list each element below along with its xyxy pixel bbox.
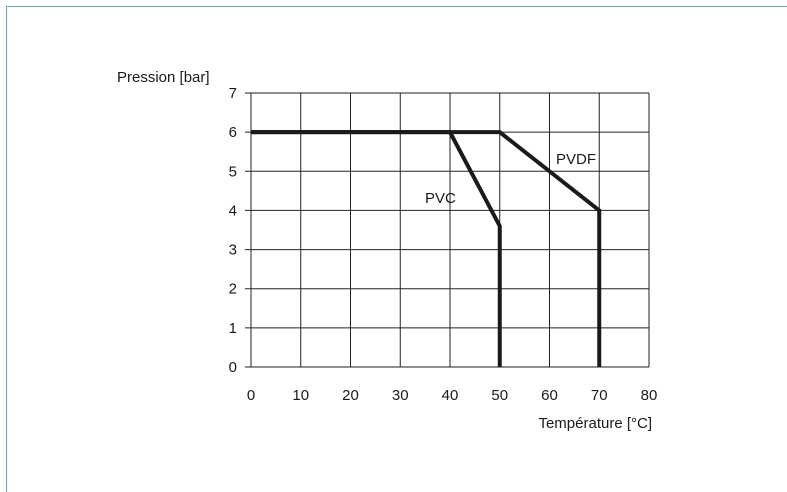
y-tick-label-0: 0 xyxy=(229,359,237,376)
y-tick-labels: 0 1 2 3 4 5 6 7 xyxy=(229,85,237,376)
x-axis-title: Température [°C] xyxy=(538,415,652,432)
y-tick-label-6: 6 xyxy=(229,124,237,141)
x-tick-labels: 0 10 20 30 40 50 60 70 80 xyxy=(247,387,658,404)
x-tick-label-30: 30 xyxy=(392,387,409,404)
x-tick-label-60: 60 xyxy=(541,387,558,404)
series-lines xyxy=(251,130,602,367)
series-label-pvdf: PVDF xyxy=(556,151,596,168)
y-tick-label-1: 1 xyxy=(229,320,237,337)
x-tick-label-80: 80 xyxy=(641,387,658,404)
x-tick-label-10: 10 xyxy=(292,387,309,404)
x-tick-label-70: 70 xyxy=(591,387,608,404)
x-tick-label-50: 50 xyxy=(491,387,508,404)
series-label-pvc: PVC xyxy=(425,190,456,207)
y-axis-title: Pression [bar] xyxy=(117,69,210,86)
y-tick-label-2: 2 xyxy=(229,281,237,298)
y-tick-label-3: 3 xyxy=(229,242,237,259)
x-tick-label-20: 20 xyxy=(342,387,359,404)
y-tick-label-7: 7 xyxy=(229,85,237,102)
grid-lines xyxy=(245,92,650,368)
x-tick-label-40: 40 xyxy=(442,387,459,404)
series-line-pvdf xyxy=(251,130,602,367)
chart-frame xyxy=(6,6,787,492)
x-tick-label-0: 0 xyxy=(247,387,255,404)
y-tick-label-4: 4 xyxy=(229,202,237,219)
y-tick-label-5: 5 xyxy=(229,163,237,180)
